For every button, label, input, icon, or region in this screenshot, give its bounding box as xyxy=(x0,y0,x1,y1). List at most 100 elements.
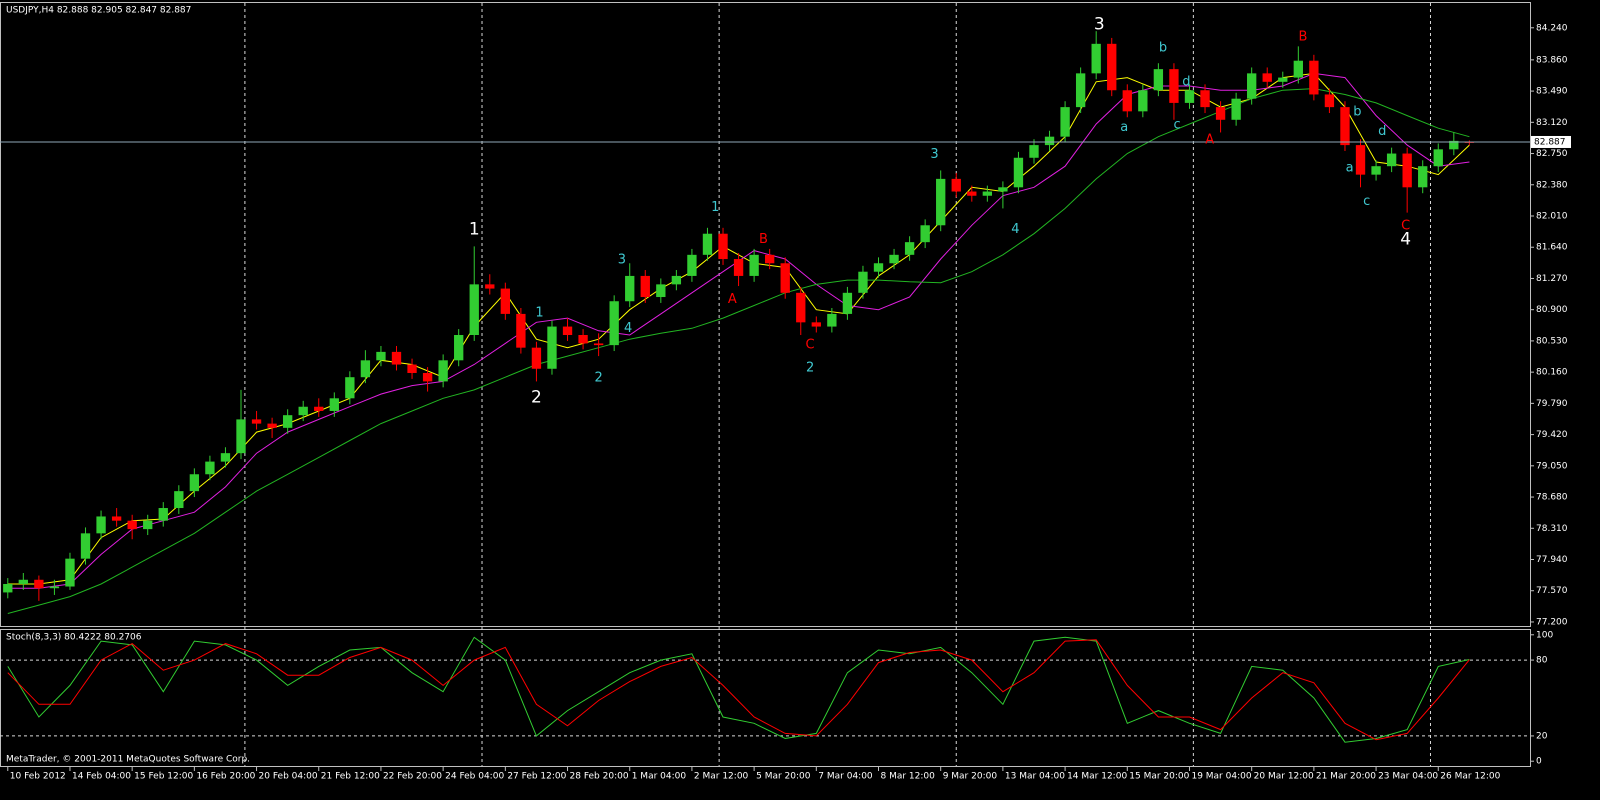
candle-body xyxy=(811,322,821,327)
candle-body xyxy=(671,275,682,285)
candle-body xyxy=(796,292,806,323)
candle-body xyxy=(18,579,28,584)
y-tick-label: 80 xyxy=(1536,656,1548,666)
candle-body xyxy=(1075,73,1086,108)
candle-body xyxy=(438,360,448,382)
y-tick-label: 83.860 xyxy=(1536,55,1568,65)
candle-body xyxy=(609,301,619,346)
x-tick-label: 15 Feb 12:00 xyxy=(134,772,193,782)
candle-body xyxy=(1013,157,1024,188)
candle-body xyxy=(547,326,557,369)
candle-body xyxy=(360,360,371,378)
candle-body xyxy=(1262,73,1272,82)
candle-body xyxy=(1309,60,1319,95)
candle-body xyxy=(282,415,293,428)
candle-body xyxy=(251,419,262,424)
wave-label: 3 xyxy=(618,252,626,267)
candle-body xyxy=(49,586,60,589)
x-tick-label: 20 Mar 12:00 xyxy=(1254,772,1314,782)
y-tick-label: 78.680 xyxy=(1536,493,1568,503)
y-tick-label: 82.750 xyxy=(1536,149,1568,159)
x-tick-label: 13 Mar 04:00 xyxy=(1005,772,1065,782)
candle-body xyxy=(1278,77,1288,82)
candle-body xyxy=(516,313,526,348)
candle-body xyxy=(765,254,775,264)
candle-body xyxy=(749,254,759,276)
candle-body xyxy=(422,372,433,382)
candle-body xyxy=(1153,69,1164,91)
y-tick-label: 82.380 xyxy=(1536,180,1568,190)
wave-label: 4 xyxy=(1011,222,1019,237)
candle-body xyxy=(656,284,666,298)
y-tick-label: 79.790 xyxy=(1536,399,1568,409)
y-tick-label: 80.160 xyxy=(1536,368,1568,378)
candle-body xyxy=(1293,60,1303,78)
x-tick-label: 26 Mar 12:00 xyxy=(1440,772,1500,782)
y-tick-label: 83.490 xyxy=(1536,87,1568,97)
wave-label: B xyxy=(759,232,768,247)
candle-body xyxy=(158,508,168,521)
x-tick-label: 15 Mar 20:00 xyxy=(1129,772,1189,782)
y-tick-label: 81.640 xyxy=(1536,243,1568,253)
x-tick-label: 1 Mar 04:00 xyxy=(632,772,687,782)
candle-body xyxy=(873,263,884,272)
x-tick-label: 16 Feb 20:00 xyxy=(196,772,255,782)
candle-body xyxy=(220,453,231,462)
candle-body xyxy=(1418,166,1428,188)
candle-body xyxy=(376,351,386,361)
candle-body xyxy=(1247,73,1257,99)
candle-body xyxy=(718,233,728,260)
candle-body xyxy=(1138,90,1148,112)
wave-label: 1 xyxy=(535,306,543,321)
candle-body xyxy=(1433,149,1443,167)
x-tick-label: 19 Mar 04:00 xyxy=(1191,772,1251,782)
y-tick-label: 77.940 xyxy=(1536,555,1568,565)
candle-body xyxy=(920,225,930,243)
candle-body xyxy=(1091,43,1101,74)
x-tick-label: 9 Mar 20:00 xyxy=(943,772,998,782)
x-tick-label: 14 Feb 04:00 xyxy=(72,772,131,782)
x-tick-label: 14 Mar 12:00 xyxy=(1067,772,1127,782)
candle-body xyxy=(1107,43,1117,91)
wave-label: b xyxy=(1159,41,1167,56)
indicator-title: Stoch(8,3,3) 80.4222 80.2706 xyxy=(6,633,142,643)
candle-body xyxy=(143,520,153,530)
candle-body xyxy=(1340,107,1350,146)
wave-label: 2 xyxy=(806,360,814,375)
y-tick-label: 79.420 xyxy=(1536,430,1568,440)
wave-label: d xyxy=(1182,74,1190,89)
candle-body xyxy=(702,233,713,255)
candle-body xyxy=(469,284,479,336)
wave-label: A xyxy=(728,292,737,307)
wave-label: a xyxy=(1120,120,1128,135)
candle-body xyxy=(485,284,495,289)
candle-body xyxy=(1355,145,1366,175)
candle-body xyxy=(65,558,75,587)
candle-body xyxy=(967,191,977,196)
x-tick-label: 27 Feb 12:00 xyxy=(507,772,566,782)
wave-label: 3 xyxy=(1094,14,1105,34)
y-tick-label: 100 xyxy=(1536,630,1553,640)
last-price-label: 82.887 xyxy=(1534,137,1566,147)
candle-body xyxy=(1044,136,1055,146)
x-tick-label: 10 Feb 2012 xyxy=(10,772,66,782)
candle-body xyxy=(780,263,790,293)
candle-body xyxy=(1200,90,1210,108)
wave-label: c xyxy=(1173,117,1180,132)
y-tick-label: 83.120 xyxy=(1536,118,1568,128)
y-tick-label: 82.010 xyxy=(1536,211,1568,221)
x-tick-label: 23 Mar 04:00 xyxy=(1378,772,1438,782)
candle-body xyxy=(329,398,339,411)
chart-title: USDJPY,H4 82.888 82.905 82.847 82.887 xyxy=(6,6,191,16)
y-tick-label: 77.570 xyxy=(1536,586,1568,596)
x-tick-label: 24 Feb 04:00 xyxy=(445,772,504,782)
last-price-box xyxy=(1531,135,1571,148)
wave-label: 4 xyxy=(624,321,632,336)
candle-body xyxy=(1060,107,1070,137)
candle-body xyxy=(1386,153,1397,167)
x-tick-label: 28 Feb 20:00 xyxy=(570,772,629,782)
indicator-line xyxy=(7,88,1470,614)
candle-body xyxy=(1371,166,1381,175)
candle-body xyxy=(889,254,899,264)
